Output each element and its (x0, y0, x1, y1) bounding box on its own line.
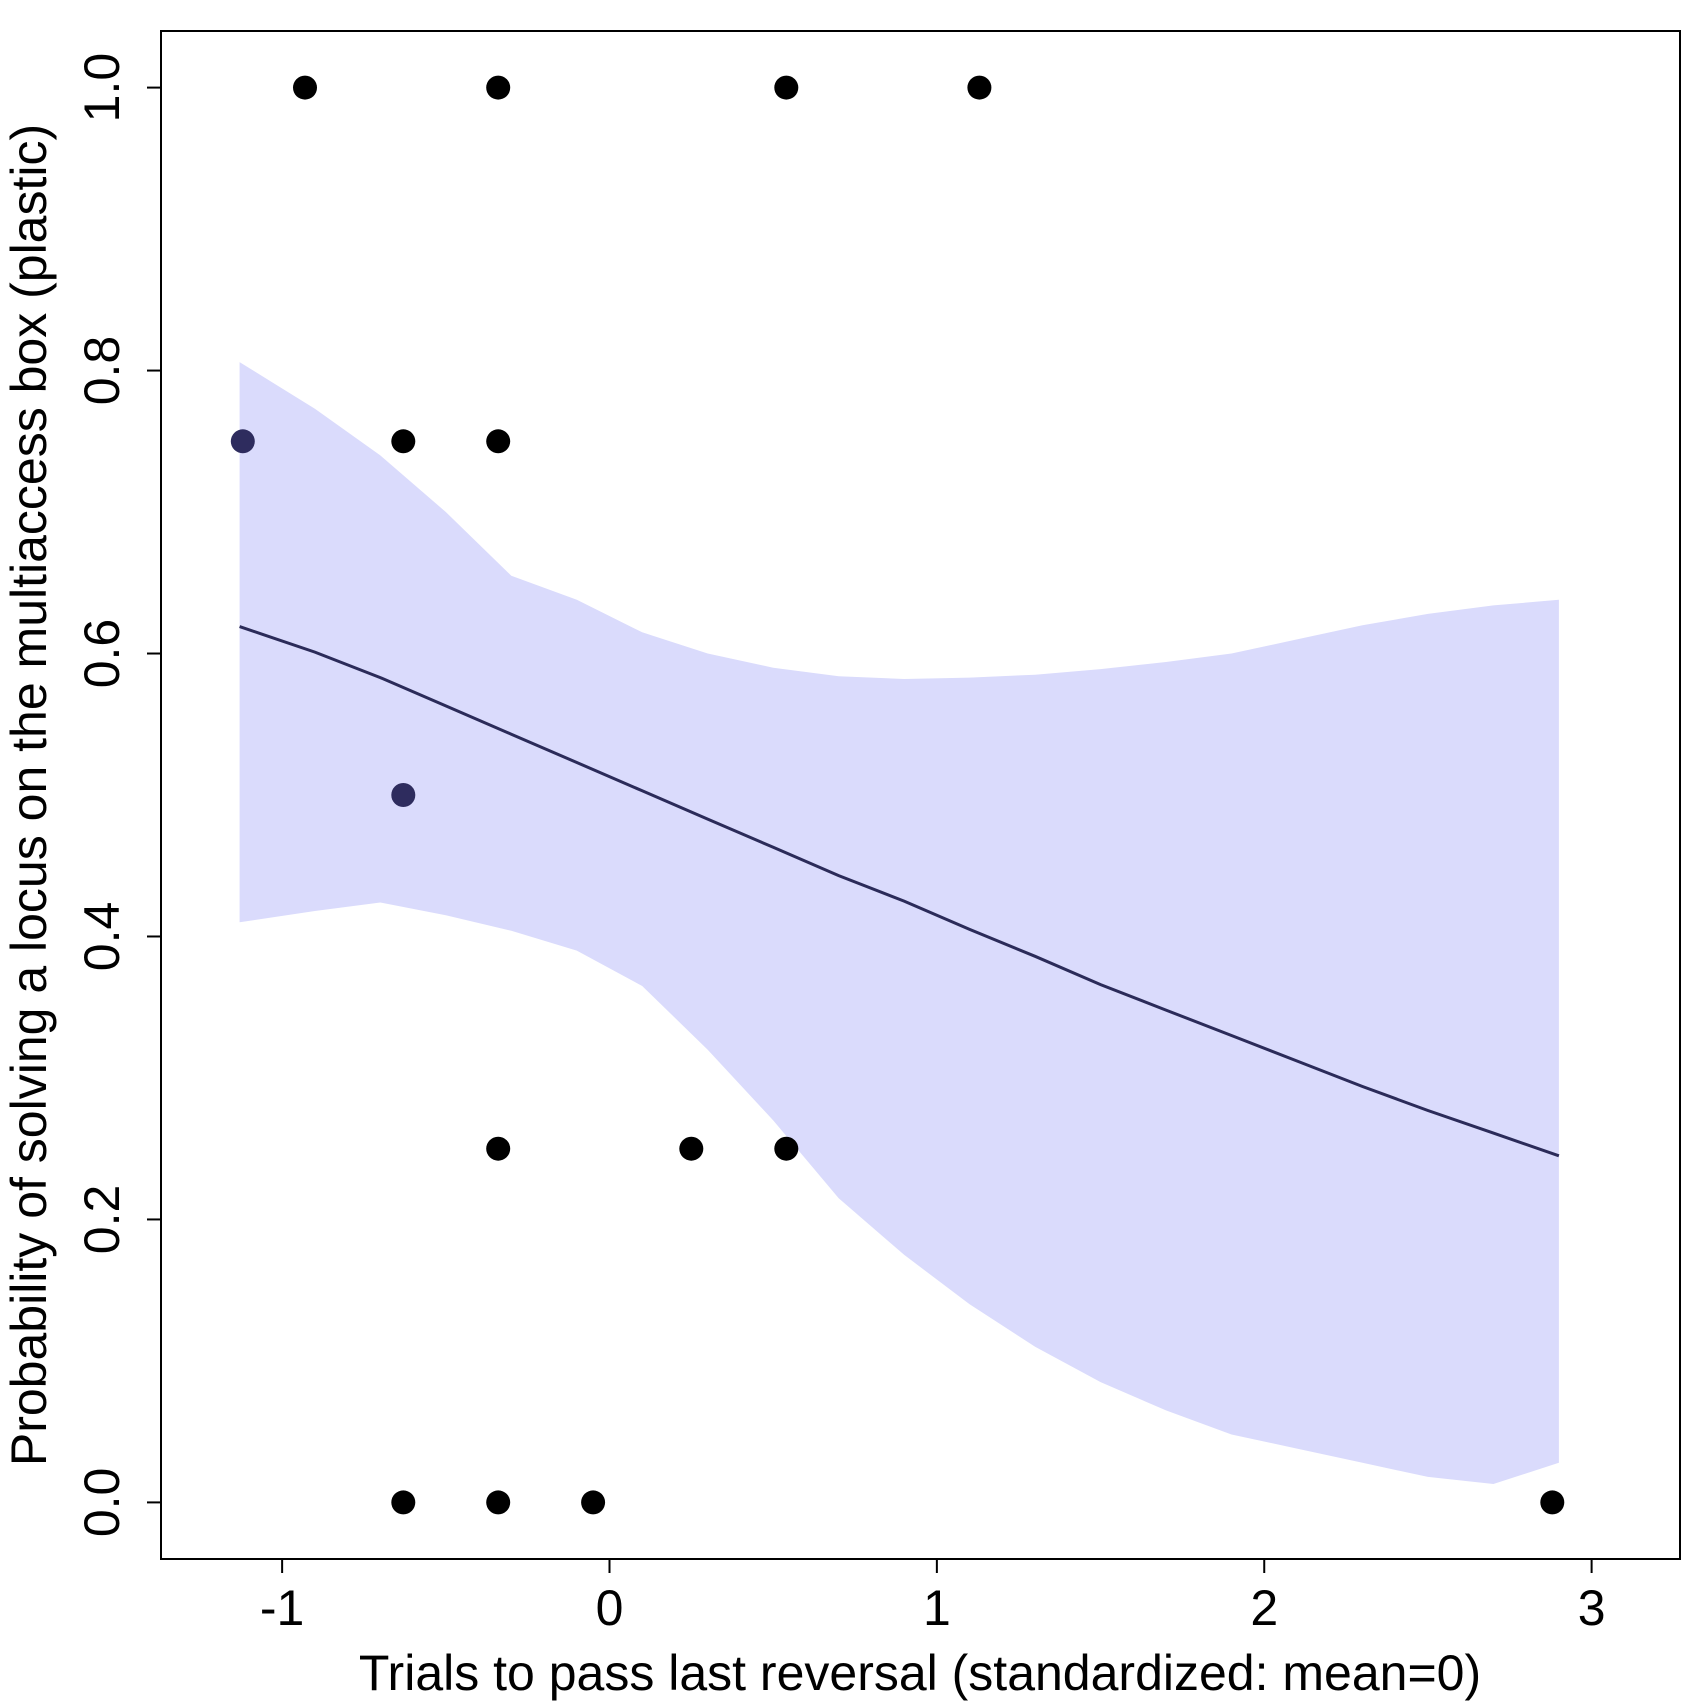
data-point (967, 75, 992, 100)
y-tick-label: 0.0 (74, 1468, 130, 1538)
data-point (293, 75, 317, 100)
data-point (230, 429, 255, 454)
x-tick-label: 2 (1250, 1580, 1278, 1636)
data-points-layer (230, 75, 1565, 1515)
x-tick-label: -1 (260, 1580, 304, 1636)
data-point (581, 1490, 606, 1515)
data-point (774, 75, 799, 100)
fit-line (239, 625, 1560, 1158)
fit-line-layer (239, 625, 1560, 1158)
data-point (486, 1490, 511, 1515)
data-point (391, 783, 416, 807)
data-point (391, 1490, 416, 1515)
confidence-band-layer (239, 362, 1559, 1485)
x-tick-label: 1 (923, 1580, 951, 1636)
data-point (774, 1136, 799, 1161)
y-tick-label: 1.0 (74, 53, 130, 123)
data-point (679, 1136, 704, 1161)
y-tick-label: 0.2 (74, 1185, 130, 1255)
confidence-band (239, 362, 1559, 1485)
data-point (486, 429, 511, 454)
y-axis: 0.0 0.2 0.4 0.6 0.8 1.0 (74, 53, 162, 1538)
data-point (486, 1136, 511, 1161)
data-point (486, 75, 511, 100)
y-tick-label: 0.8 (74, 336, 130, 406)
x-tick-label: 0 (596, 1580, 624, 1636)
y-tick-label: 0.6 (74, 619, 130, 689)
data-point (1540, 1490, 1565, 1515)
x-axis-title: Trials to pass last reversal (standardiz… (359, 1645, 1481, 1701)
y-tick-label: 0.4 (74, 902, 130, 972)
x-axis: -1 0 1 2 3 (260, 1558, 1606, 1636)
y-axis-title: Probability of solving a locus on the mu… (1, 124, 57, 1466)
data-point (391, 429, 416, 454)
x-tick-label: 3 (1578, 1580, 1606, 1636)
